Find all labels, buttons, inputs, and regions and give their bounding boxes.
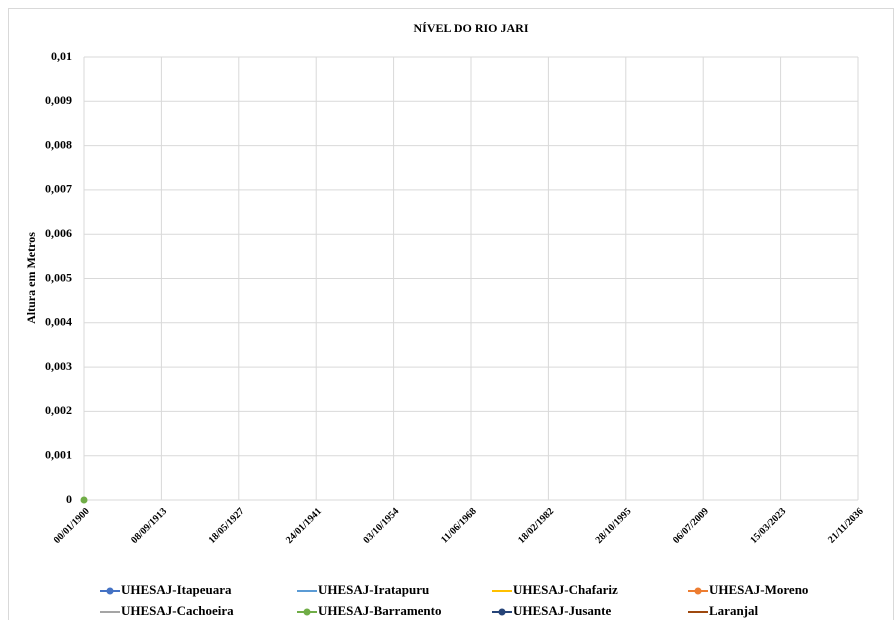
y-tick-label: 0,01	[51, 49, 72, 63]
legend-marker	[106, 587, 114, 595]
chart-title: NÍVEL DO RIO JARI	[413, 21, 528, 35]
y-tick-label: 0,007	[45, 182, 72, 196]
y-tick-label: 0	[66, 492, 72, 506]
legend-marker	[694, 587, 702, 595]
y-tick-label: 0,008	[45, 137, 72, 151]
legend-label: UHESAJ-Moreno	[709, 582, 808, 597]
y-tick-label: 0,009	[45, 93, 72, 107]
legend-label: UHESAJ-Itapeuara	[121, 582, 232, 597]
y-tick-label: 0,002	[45, 403, 72, 417]
data-point	[80, 496, 88, 504]
chart-border	[8, 8, 894, 620]
legend-label: UHESAJ-Barramento	[318, 603, 442, 618]
legend-label: UHESAJ-Jusante	[513, 603, 611, 618]
y-tick-label: 0,005	[45, 270, 72, 284]
legend-label: UHESAJ-Chafariz	[513, 582, 618, 597]
legend-marker	[303, 608, 311, 616]
y-tick-label: 0,003	[45, 359, 72, 373]
legend-label: UHESAJ-Cachoeira	[121, 603, 234, 618]
legend-marker	[498, 608, 506, 616]
legend-label: UHESAJ-Iratapuru	[318, 582, 429, 597]
y-axis-label: Altura em Metros	[24, 232, 38, 324]
legend-label: Laranjal	[709, 603, 759, 618]
y-tick-label: 0,001	[45, 447, 72, 461]
y-tick-label: 0,004	[45, 315, 72, 329]
y-tick-label: 0,006	[45, 226, 72, 240]
